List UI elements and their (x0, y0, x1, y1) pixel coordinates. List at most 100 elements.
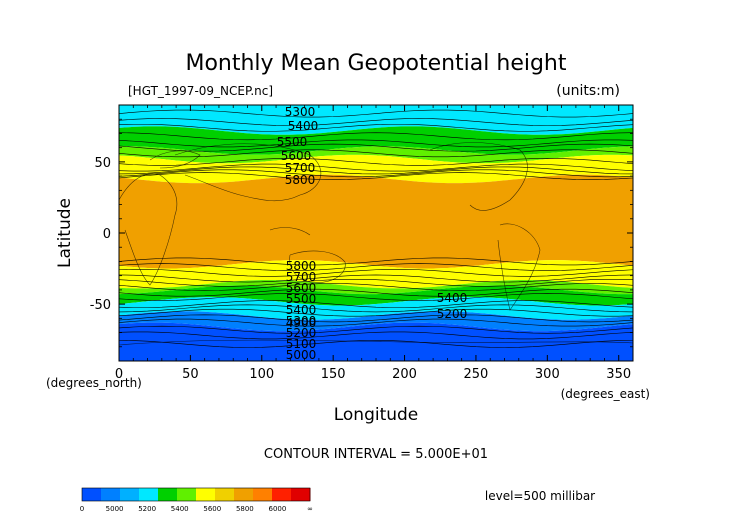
contour-labels: 5300540055005600570058005800570056005500… (277, 105, 468, 362)
y-tick-label: -50 (90, 298, 111, 313)
contour-line (119, 118, 633, 126)
x-unit-label: (degrees_east) (561, 387, 650, 401)
units-label: (units:m) (556, 83, 620, 99)
contour-line (119, 169, 633, 178)
contour-label: 5400 (288, 119, 319, 133)
y-tick-label: 0 (103, 227, 111, 242)
x-tick-label: 0 (115, 367, 123, 382)
contour-line (119, 293, 633, 301)
y-unit-label: (degrees_north) (46, 376, 142, 390)
x-tick-label: 200 (392, 367, 417, 382)
colorbar-swatch (215, 488, 235, 501)
colorbar-label: 6000 (269, 505, 287, 513)
contour-label: 5800 (285, 173, 316, 187)
contour-label: 4900 (286, 316, 317, 330)
x-tick-label: 350 (606, 367, 631, 382)
colorbar-swatch (101, 488, 121, 501)
colorbar-swatch (82, 488, 102, 501)
contour-line (119, 283, 633, 291)
contour-label: 5300 (286, 314, 317, 328)
colorbar: 0 5000 5200 5400 5600 5800 6000 ∞ (80, 487, 313, 513)
x-axis-label: Longitude (334, 405, 419, 425)
colorbar-swatch (234, 488, 254, 501)
contour-label: 5400 (437, 291, 468, 305)
colorbar-swatch (120, 488, 140, 501)
colorbar-label: 5400 (171, 505, 189, 513)
contour-line (119, 300, 633, 308)
band-5 (119, 260, 633, 289)
colorbar-swatch (158, 488, 178, 501)
contour-line (119, 257, 633, 266)
contour-line (119, 318, 633, 327)
contour-label: 5700 (286, 270, 317, 284)
colorbar-label: 5600 (203, 505, 221, 513)
contour-label: 5000 (286, 348, 317, 362)
contour-line (119, 149, 633, 158)
contour-interval-text: CONTOUR INTERVAL = 5.000E+01 (264, 447, 488, 462)
contour-label: 5300 (285, 105, 316, 119)
contour-line (119, 269, 633, 277)
contour-line (119, 304, 633, 313)
band-7 (119, 285, 633, 306)
color-bands (119, 105, 633, 361)
file-label: [HGT_1997-09_NCEP.nc] (128, 84, 273, 98)
contour-line (119, 340, 633, 348)
contour-line (119, 139, 633, 148)
band-0 (119, 105, 633, 135)
contour-line (119, 123, 633, 132)
contour-line (119, 278, 633, 287)
contour-label: 5700 (285, 161, 316, 175)
band-3 (119, 154, 633, 184)
contour-line (119, 109, 633, 118)
contour-line (119, 288, 633, 297)
contour-lines (119, 109, 633, 348)
contour-line (119, 274, 633, 283)
contour-label: 5500 (286, 292, 317, 306)
contour-line (119, 163, 633, 172)
contour-line (119, 314, 633, 323)
colorbar-frame (81, 487, 311, 502)
band-8 (119, 297, 633, 320)
axis-ticks: 0 50 100 150 200 250 300 350 -50 0 50 (90, 105, 633, 382)
colorbar-label: ∞ (307, 505, 313, 513)
level-text: level=500 millibar (485, 489, 595, 503)
colorbar-swatch (272, 488, 292, 501)
colorbar-swatch (177, 488, 197, 501)
contour-label: 5200 (286, 326, 317, 340)
contour-label: 5800 (286, 259, 317, 273)
contour-label: 5400 (286, 303, 317, 317)
x-tick-label: 50 (182, 367, 199, 382)
chart-title: Monthly Mean Geopotential height (185, 51, 566, 76)
colorbar-label: 5800 (236, 505, 254, 513)
contour-line (119, 331, 633, 340)
contour-line (119, 308, 633, 317)
contour-line (119, 172, 633, 180)
colorbar-swatch (291, 488, 311, 501)
colorbar-swatch (139, 488, 159, 501)
y-axis-label: Latitude (55, 198, 75, 268)
band-4 (119, 174, 633, 269)
colorbar-label: 5000 (106, 505, 124, 513)
contour-label: 5200 (437, 307, 468, 321)
band-9 (119, 311, 633, 332)
contour-label: 5600 (281, 149, 312, 163)
contour-line (119, 263, 633, 271)
contour-label: 5500 (277, 135, 308, 149)
contour-line (119, 166, 633, 175)
contour-line (119, 158, 633, 166)
x-tick-label: 300 (535, 367, 560, 382)
plot-area: 5300540055005600570058005800570056005500… (119, 105, 633, 362)
x-tick-label: 100 (249, 367, 274, 382)
contour-line (119, 132, 633, 141)
contour-line (119, 325, 633, 334)
colorbar-swatch (253, 488, 273, 501)
contour-label: 5600 (286, 281, 317, 295)
x-tick-label: 250 (464, 367, 489, 382)
band-2 (119, 146, 633, 164)
y-tick-label: 50 (94, 156, 111, 171)
contour-line (119, 143, 633, 152)
x-tick-label: 150 (321, 367, 346, 382)
contour-label: 5100 (286, 337, 317, 351)
colorbar-swatch (196, 488, 216, 501)
